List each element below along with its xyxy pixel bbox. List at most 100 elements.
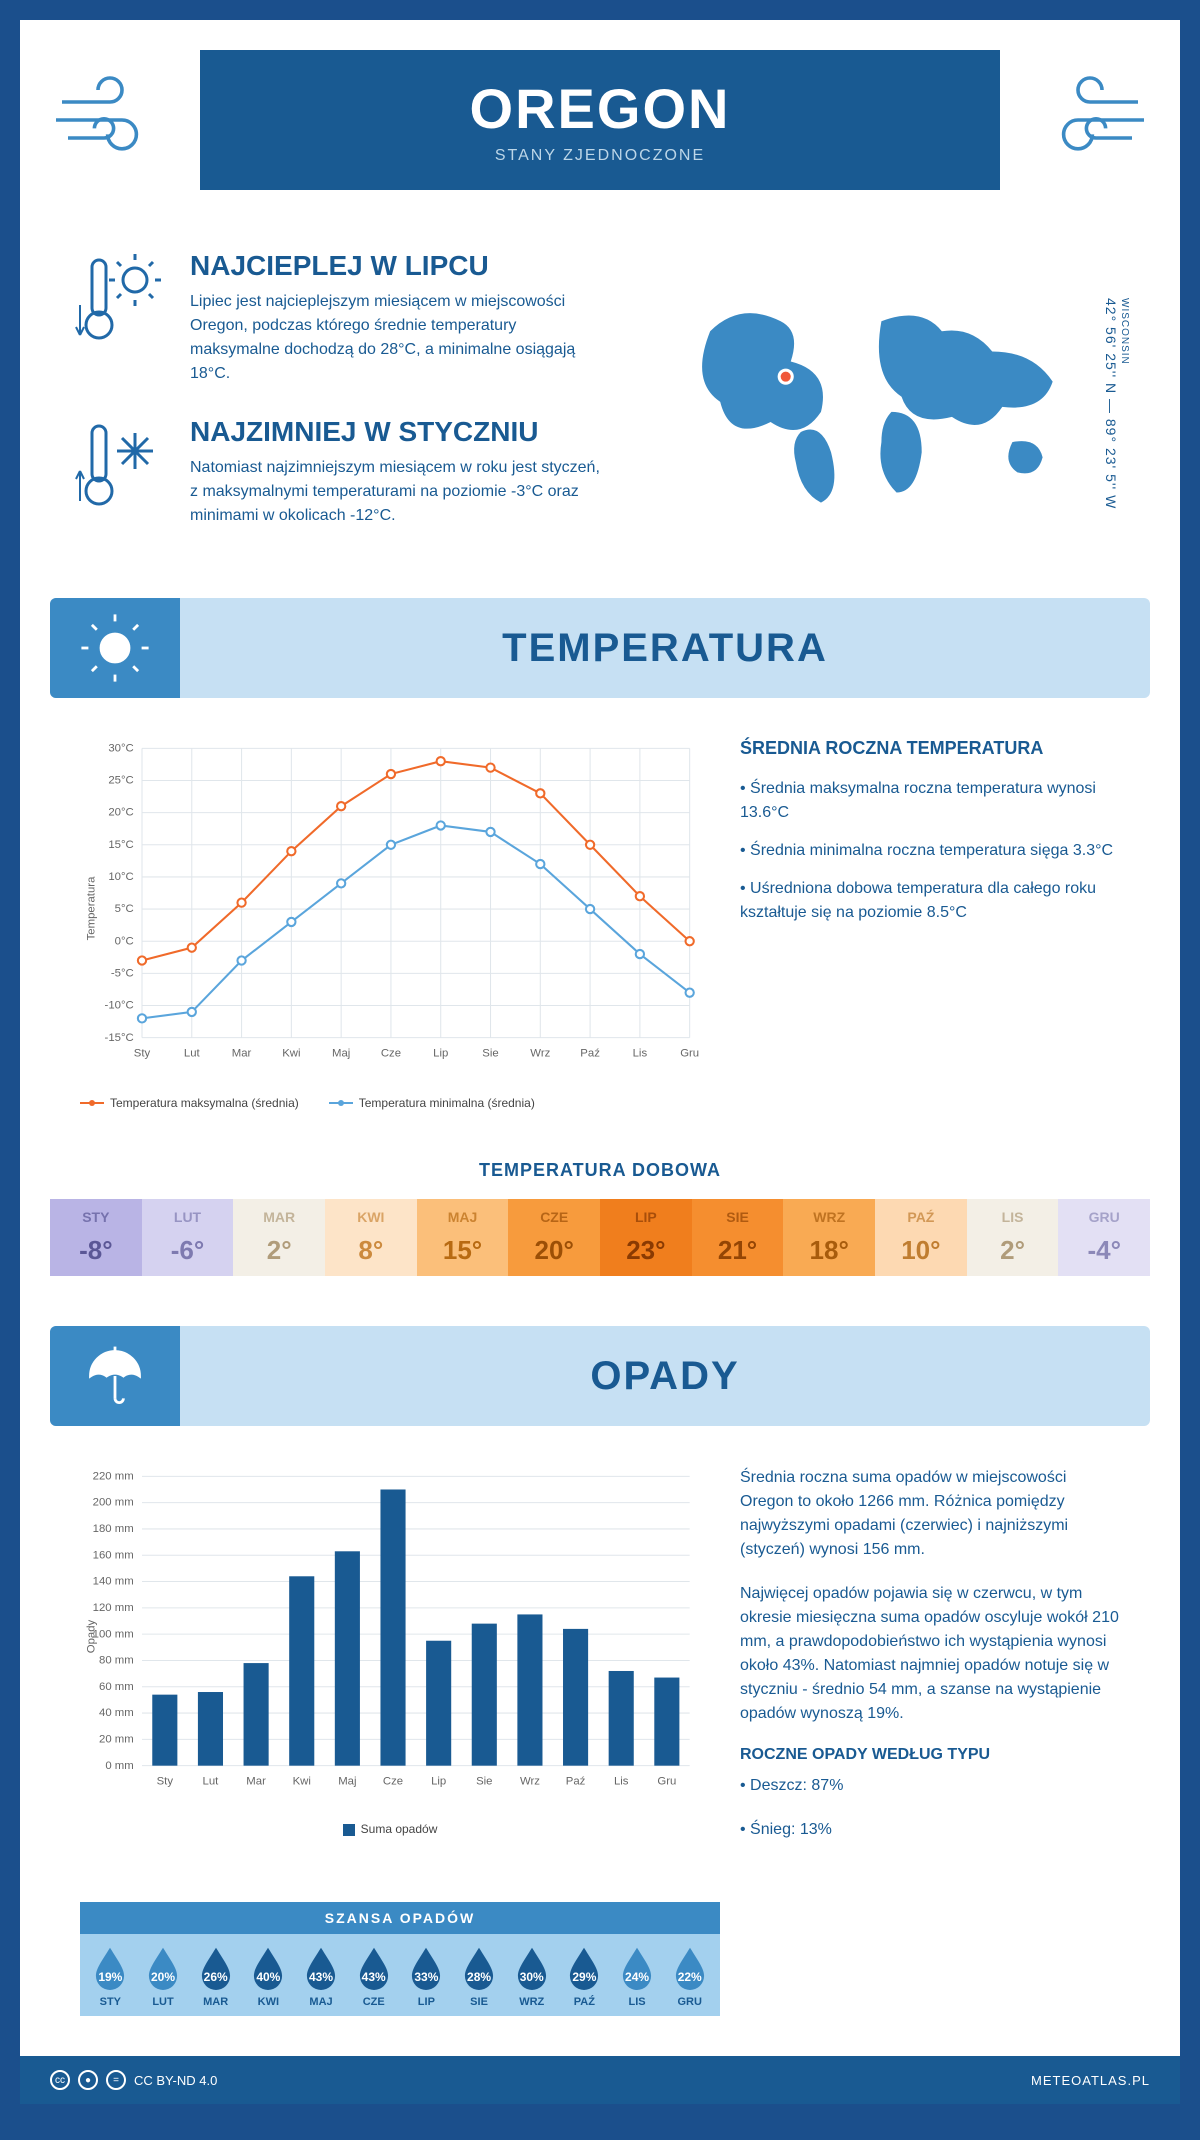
svg-text:15°C: 15°C bbox=[108, 839, 133, 851]
svg-text:200 mm: 200 mm bbox=[93, 1497, 134, 1509]
title-banner: OREGON STANY ZJEDNOCZONE bbox=[200, 50, 1000, 190]
svg-text:Kwi: Kwi bbox=[293, 1775, 311, 1787]
daily-cell: SIE21° bbox=[692, 1199, 784, 1276]
coordinates: WISCONSIN 42° 56' 25'' N — 89° 23' 5'' W bbox=[1093, 298, 1130, 509]
daily-cell: MAR2° bbox=[233, 1199, 325, 1276]
world-map bbox=[690, 291, 1093, 518]
chance-cell: 30% WRZ bbox=[505, 1946, 558, 2008]
temp-bullet-0: • Średnia maksymalna roczna temperatura … bbox=[740, 777, 1120, 825]
precip-para-0: Średnia roczna suma opadów w miejscowośc… bbox=[740, 1466, 1120, 1562]
wind-decor-left bbox=[20, 20, 200, 220]
temp-bullet-1: • Średnia minimalna roczna temperatura s… bbox=[740, 839, 1120, 863]
precip-type-title: ROCZNE OPADY WEDŁUG TYPU bbox=[740, 1746, 1120, 1764]
svg-text:Maj: Maj bbox=[338, 1775, 356, 1787]
svg-text:Cze: Cze bbox=[381, 1047, 401, 1059]
fact-cold-title: NAJZIMNIEJ W STYCZNIU bbox=[190, 416, 610, 448]
page-subtitle: STANY ZJEDNOCZONE bbox=[495, 147, 705, 165]
umbrella-icon bbox=[50, 1326, 180, 1426]
intro-map: WISCONSIN 42° 56' 25'' N — 89° 23' 5'' W bbox=[690, 250, 1130, 558]
daily-cell: GRU-4° bbox=[1058, 1199, 1150, 1276]
precip-type-0: • Deszcz: 87% bbox=[740, 1774, 1120, 1798]
region-tag: WISCONSIN bbox=[1119, 298, 1130, 503]
svg-text:0 mm: 0 mm bbox=[105, 1760, 133, 1772]
svg-text:40 mm: 40 mm bbox=[99, 1707, 134, 1719]
precip-banner: OPADY bbox=[50, 1326, 1150, 1426]
daily-cell: WRZ18° bbox=[783, 1199, 875, 1276]
daily-cell: LUT-6° bbox=[142, 1199, 234, 1276]
temperature-title: TEMPERATURA bbox=[180, 626, 1150, 671]
temperature-chart: -15°C-10°C-5°C0°C5°C10°C15°C20°C25°C30°C… bbox=[80, 738, 700, 1110]
svg-text:Mar: Mar bbox=[232, 1047, 252, 1059]
thermometer-sun-icon bbox=[70, 250, 170, 386]
daily-cell: KWI8° bbox=[325, 1199, 417, 1276]
fact-cold-body: Natomiast najzimniejszym miesiącem w rok… bbox=[190, 456, 610, 528]
svg-text:100 mm: 100 mm bbox=[93, 1628, 134, 1640]
daily-cell: PAŹ10° bbox=[875, 1199, 967, 1276]
daily-cell: LIP23° bbox=[600, 1199, 692, 1276]
temperature-content: -15°C-10°C-5°C0°C5°C10°C15°C20°C25°C30°C… bbox=[20, 698, 1180, 1130]
svg-text:140 mm: 140 mm bbox=[93, 1576, 134, 1588]
chance-cell: 20% LUT bbox=[137, 1946, 190, 2008]
svg-text:20°C: 20°C bbox=[108, 807, 133, 819]
fact-hot-body: Lipiec jest najcieplejszym miesiącem w m… bbox=[190, 290, 610, 386]
intro-facts: NAJCIEPLEJ W LIPCU Lipiec jest najcieple… bbox=[70, 250, 660, 558]
fact-hot-text: NAJCIEPLEJ W LIPCU Lipiec jest najcieple… bbox=[190, 250, 610, 386]
daily-cell: MAJ15° bbox=[417, 1199, 509, 1276]
temp-side-title: ŚREDNIA ROCZNA TEMPERATURA bbox=[740, 738, 1120, 759]
page-title: OREGON bbox=[470, 76, 731, 141]
svg-text:Lis: Lis bbox=[614, 1775, 629, 1787]
svg-text:25°C: 25°C bbox=[108, 775, 133, 787]
chance-cell: 28% SIE bbox=[453, 1946, 506, 2008]
coord-text: 42° 56' 25'' N — 89° 23' 5'' W bbox=[1103, 298, 1119, 509]
thermometer-snow-icon bbox=[70, 416, 170, 528]
svg-text:Paź: Paź bbox=[580, 1047, 600, 1059]
chance-row: 19% STY 20% LUT 26% MAR 40% KWI 43% MAJ bbox=[80, 1934, 720, 2016]
svg-text:Sty: Sty bbox=[157, 1775, 174, 1787]
svg-text:180 mm: 180 mm bbox=[93, 1523, 134, 1535]
page: OREGON STANY ZJEDNOCZONE bbox=[20, 20, 1180, 2104]
svg-text:Paź: Paź bbox=[566, 1775, 586, 1787]
chance-cell: 24% LIS bbox=[611, 1946, 664, 2008]
svg-text:20 mm: 20 mm bbox=[99, 1733, 134, 1745]
daily-temp-strip: STY-8°LUT-6°MAR2°KWI8°MAJ15°CZE20°LIP23°… bbox=[50, 1199, 1150, 1276]
precip-title: OPADY bbox=[180, 1354, 1150, 1399]
svg-text:Mar: Mar bbox=[246, 1775, 266, 1787]
chance-cell: 26% MAR bbox=[189, 1946, 242, 2008]
svg-text:Gru: Gru bbox=[680, 1047, 699, 1059]
precip-chart: 0 mm20 mm40 mm60 mm80 mm100 mm120 mm140 … bbox=[80, 1466, 700, 1862]
precip-para-1: Najwięcej opadów pojawia się w czerwcu, … bbox=[740, 1582, 1120, 1726]
svg-text:120 mm: 120 mm bbox=[93, 1602, 134, 1614]
daily-cell: STY-8° bbox=[50, 1199, 142, 1276]
daily-temp-title: TEMPERATURA DOBOWA bbox=[20, 1160, 1180, 1181]
intro-row: NAJCIEPLEJ W LIPCU Lipiec jest najcieple… bbox=[20, 220, 1180, 598]
footer-brand: METEOATLAS.PL bbox=[1031, 2073, 1150, 2088]
by-icon: ● bbox=[78, 2070, 98, 2090]
svg-text:Sty: Sty bbox=[134, 1047, 151, 1059]
temp-bullet-2: • Uśredniona dobowa temperatura dla całe… bbox=[740, 877, 1120, 925]
svg-text:160 mm: 160 mm bbox=[93, 1549, 134, 1561]
svg-text:Cze: Cze bbox=[383, 1775, 403, 1787]
svg-text:Sie: Sie bbox=[482, 1047, 498, 1059]
svg-text:Maj: Maj bbox=[332, 1047, 350, 1059]
daily-cell: CZE20° bbox=[508, 1199, 600, 1276]
svg-text:Gru: Gru bbox=[657, 1775, 676, 1787]
svg-text:220 mm: 220 mm bbox=[93, 1470, 134, 1482]
temperature-side: ŚREDNIA ROCZNA TEMPERATURA • Średnia mak… bbox=[740, 738, 1120, 1110]
svg-text:-5°C: -5°C bbox=[111, 967, 134, 979]
chance-box: SZANSA OPADÓW 19% STY 20% LUT 26% MAR 40… bbox=[80, 1902, 720, 2016]
svg-text:5°C: 5°C bbox=[115, 903, 134, 915]
svg-text:30°C: 30°C bbox=[108, 742, 133, 754]
chance-cell: 40% KWI bbox=[242, 1946, 295, 2008]
svg-text:Wrz: Wrz bbox=[520, 1775, 540, 1787]
precip-legend: Suma opadów bbox=[80, 1822, 700, 1836]
precip-content: 0 mm20 mm40 mm60 mm80 mm100 mm120 mm140 … bbox=[20, 1426, 1180, 1892]
svg-text:80 mm: 80 mm bbox=[99, 1655, 134, 1667]
fact-hot: NAJCIEPLEJ W LIPCU Lipiec jest najcieple… bbox=[70, 250, 660, 386]
fact-cold-text: NAJZIMNIEJ W STYCZNIU Natomiast najzimni… bbox=[190, 416, 610, 528]
precip-type-1: • Śnieg: 13% bbox=[740, 1818, 1120, 1842]
svg-text:-15°C: -15°C bbox=[105, 1032, 134, 1044]
chance-cell: 19% STY bbox=[84, 1946, 137, 2008]
svg-text:Lut: Lut bbox=[203, 1775, 220, 1787]
temperature-banner: TEMPERATURA bbox=[50, 598, 1150, 698]
chance-title: SZANSA OPADÓW bbox=[80, 1902, 720, 1934]
